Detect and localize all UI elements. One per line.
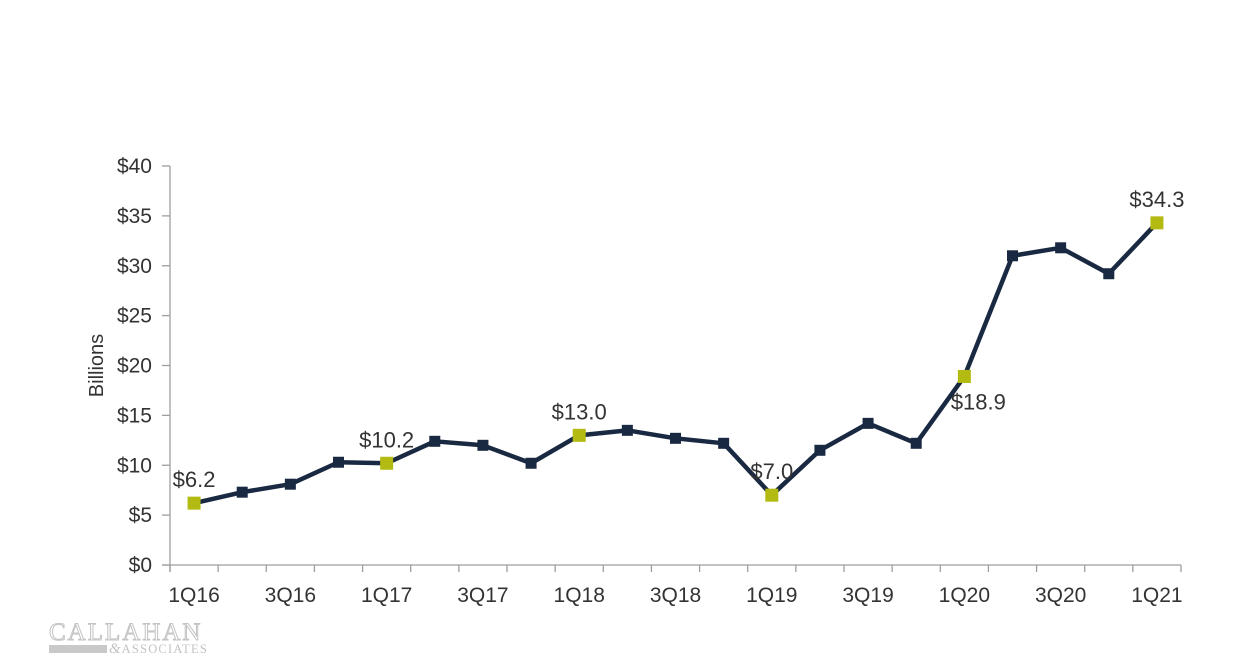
- y-axis-tick-label: $40: [117, 155, 152, 178]
- data-point-label: $13.0: [552, 399, 607, 424]
- data-point-marker: [910, 437, 922, 449]
- logo-ampersand-icon: &: [109, 640, 121, 657]
- logo-bar: [49, 645, 107, 653]
- highlight-point-marker: [1150, 216, 1164, 230]
- highlight-point-marker: [957, 369, 971, 383]
- x-axis-tick-label: 1Q19: [746, 584, 797, 607]
- data-point-marker: [1055, 242, 1067, 254]
- y-axis-tick-label: $35: [117, 205, 152, 228]
- data-point-marker: [1103, 268, 1115, 280]
- callahan-logo: CALLAHAN & ASSOCIATES: [49, 619, 208, 657]
- data-point-label: $6.2: [173, 467, 216, 492]
- y-axis-tick-label: $0: [129, 554, 152, 577]
- x-axis-tick-label: 3Q19: [842, 584, 893, 607]
- x-axis-tick-label: 1Q20: [939, 584, 990, 607]
- logo-row2: & ASSOCIATES: [49, 641, 208, 657]
- y-axis-tick-label: $5: [129, 504, 152, 527]
- x-axis-tick-label: 1Q16: [168, 584, 219, 607]
- data-point-marker: [477, 439, 489, 451]
- highlight-point-marker: [380, 456, 394, 470]
- logo-wordmark: CALLAHAN: [49, 619, 203, 646]
- y-axis-tick-label: $10: [117, 454, 152, 477]
- data-point-marker: [236, 486, 248, 498]
- data-point-marker: [621, 424, 633, 436]
- data-point-marker: [670, 432, 681, 444]
- x-axis-tick-label: 1Q18: [554, 584, 605, 607]
- y-axis-tick-label: $30: [117, 255, 152, 278]
- data-point-marker: [862, 417, 874, 429]
- data-point-label: $34.3: [1129, 187, 1184, 212]
- x-axis-tick-label: 3Q20: [1035, 584, 1086, 607]
- data-point-marker: [718, 437, 730, 449]
- data-point-marker: [814, 444, 826, 456]
- y-axis-tick-label: $25: [117, 305, 152, 328]
- x-axis-tick-label: 1Q21: [1131, 584, 1182, 607]
- data-point-marker: [333, 456, 344, 468]
- highlight-point-marker: [572, 428, 586, 442]
- x-axis-tick-label: 3Q18: [650, 584, 701, 607]
- data-point-marker: [429, 435, 441, 447]
- x-axis-tick-label: 3Q17: [457, 584, 508, 607]
- highlight-point-marker: [187, 496, 201, 510]
- y-axis-title: Billions: [86, 334, 108, 397]
- highlight-point-marker: [765, 488, 779, 502]
- data-point-marker: [1007, 250, 1018, 262]
- x-axis-tick-label: 1Q17: [361, 584, 412, 607]
- x-axis-tick-label: 3Q16: [265, 584, 316, 607]
- logo-subtext: ASSOCIATES: [121, 641, 208, 656]
- data-point-label: $7.0: [750, 459, 793, 484]
- data-point-label: $10.2: [359, 427, 414, 452]
- y-axis-tick-label: $15: [117, 404, 152, 427]
- data-point-label: $18.9: [951, 389, 1006, 414]
- y-axis-tick-label: $20: [117, 355, 152, 378]
- data-point-marker: [284, 478, 296, 490]
- data-point-marker: [525, 457, 537, 469]
